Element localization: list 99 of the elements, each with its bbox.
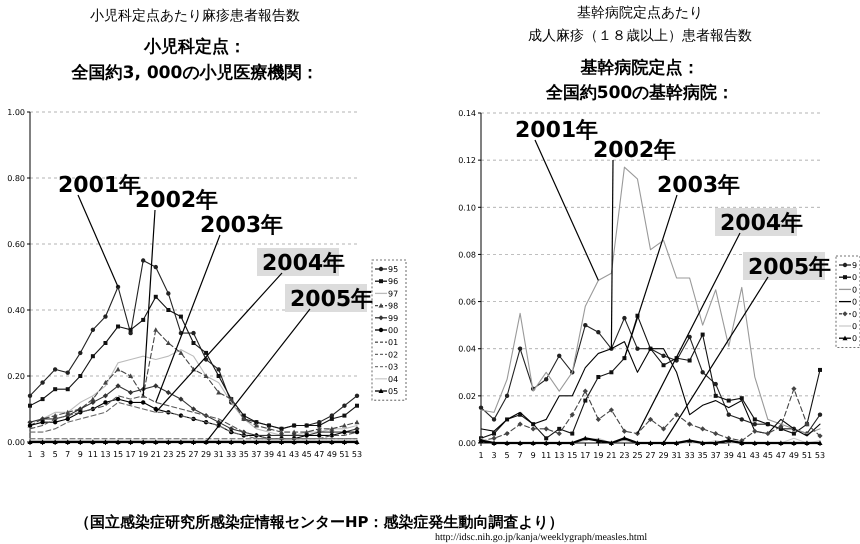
y-tick-label: 0.00 <box>7 438 25 447</box>
x-tick-label: 23 <box>163 450 174 459</box>
x-tick-label: 19 <box>138 450 148 459</box>
y-tick-label: 0.02 <box>458 392 476 401</box>
y-tick-label: 0.80 <box>7 174 25 183</box>
x-tick-label: 39 <box>724 451 734 460</box>
y-tick-label: 0.00 <box>458 439 476 448</box>
text: http://idsc.nih.go.jp/kanja/weeklygraph/measles.html <box>435 532 648 543</box>
annotation: 2002年 <box>593 138 676 163</box>
y-tick-label: 0.04 <box>458 344 476 354</box>
y-tick-label: 0.60 <box>7 240 25 249</box>
legend-label: 95 <box>388 265 398 274</box>
legend-label: 0 <box>852 334 858 344</box>
x-tick-label: 1 <box>27 450 33 459</box>
x-tick-label: 45 <box>302 450 312 459</box>
x-tick-label: 43 <box>289 450 300 459</box>
x-tick-label: 3 <box>491 451 497 460</box>
x-tick-label: 47 <box>314 450 324 459</box>
chart-subtitle: 基幹病院定点：全国約500の基幹病院： <box>544 58 734 103</box>
chart-subtitle: 小児科定点：全国約3, 000の小児医療機関： <box>70 37 318 83</box>
legend-label: 98 <box>388 302 398 311</box>
x-tick-label: 1 <box>478 451 484 460</box>
x-tick-label: 49 <box>788 451 800 460</box>
annotation: 2004年 <box>262 251 346 276</box>
x-tick-label: 51 <box>802 451 812 460</box>
legend-label: 04 <box>388 374 398 384</box>
x-tick-label: 3 <box>40 450 46 459</box>
legend-label: 0 <box>852 322 858 331</box>
legend-label: 9 <box>852 261 858 270</box>
x-tick-label: 41 <box>276 450 287 459</box>
x-tick-label: 17 <box>580 451 590 460</box>
y-tick-label: 0.08 <box>458 250 476 260</box>
legend-label: 0 <box>852 298 858 307</box>
x-tick-label: 15 <box>567 451 578 460</box>
legend-label: 0 <box>852 310 858 319</box>
y-tick-label: 0.20 <box>7 372 25 381</box>
x-tick-label: 29 <box>658 451 669 460</box>
legend-label: 00 <box>388 326 398 335</box>
annotation: 2005年 <box>748 255 832 280</box>
y-tick-label: 1.00 <box>7 108 25 117</box>
x-tick-label: 33 <box>226 450 236 459</box>
x-tick-label: 7 <box>65 450 70 459</box>
legend-label: 02 <box>388 350 398 360</box>
x-tick-label: 13 <box>100 450 111 459</box>
x-tick-label: 23 <box>619 451 630 460</box>
y-tick-label: 0.14 <box>458 109 476 118</box>
annotation: 2003年 <box>200 213 284 238</box>
legend-label: 97 <box>388 289 398 298</box>
x-tick-label: 51 <box>339 450 350 459</box>
x-tick-label: 41 <box>736 451 747 460</box>
x-tick-label: 37 <box>710 451 721 460</box>
y-tick-label: 0.10 <box>458 203 476 212</box>
x-tick-label: 53 <box>814 451 826 460</box>
y-tick-label: 0.06 <box>458 298 476 307</box>
annotation: 2005年 <box>290 287 374 312</box>
legend-label: 0 <box>852 285 858 294</box>
x-tick-label: 9 <box>78 450 83 459</box>
x-tick-label: 15 <box>112 450 124 459</box>
x-tick-label: 39 <box>264 450 274 459</box>
text: （国立感染症研究所感染症情報センターHP：感染症発生動向調査より） <box>75 513 564 531</box>
legend-label: 96 <box>388 277 398 286</box>
x-tick-label: 25 <box>632 451 643 460</box>
x-tick-label: 5 <box>504 451 510 460</box>
x-tick-label: 31 <box>671 451 682 460</box>
y-tick-label: 0.12 <box>458 156 476 166</box>
x-tick-label: 11 <box>88 450 98 459</box>
x-tick-label: 47 <box>776 451 786 460</box>
legend-label: 0 <box>852 273 858 282</box>
legend-label: 03 <box>388 362 398 372</box>
legend-label: 99 <box>388 314 398 323</box>
x-tick-label: 27 <box>188 450 199 459</box>
x-tick-label: 49 <box>326 450 337 459</box>
x-tick-label: 13 <box>554 451 564 460</box>
chart-title: 小児科定点あたり麻疹患者報告数 <box>90 8 300 24</box>
legend-label: 05 <box>388 387 398 396</box>
x-tick-label: 25 <box>176 450 186 459</box>
x-tick-label: 21 <box>606 451 616 460</box>
x-tick-label: 33 <box>684 451 695 460</box>
x-tick-label: 43 <box>750 451 760 460</box>
x-tick-label: 35 <box>238 450 249 459</box>
x-tick-label: 11 <box>541 451 552 460</box>
x-tick-label: 45 <box>762 451 773 460</box>
chart-title: 基幹病院定点あたり成人麻疹（１８歳以上）患者報告数 <box>528 5 752 44</box>
x-tick-label: 37 <box>251 450 262 459</box>
annotation: 2003年 <box>657 173 740 198</box>
x-tick-label: 7 <box>518 451 523 460</box>
x-tick-label: 27 <box>645 451 656 460</box>
legend-label: 01 <box>388 338 398 348</box>
x-tick-label: 17 <box>126 450 136 459</box>
x-tick-label: 29 <box>200 450 212 459</box>
x-tick-label: 9 <box>530 451 536 460</box>
x-tick-label: 5 <box>52 450 58 459</box>
annotation: 2004年 <box>720 211 804 236</box>
x-tick-label: 31 <box>214 450 224 459</box>
x-tick-label: 53 <box>352 450 362 459</box>
x-tick-label: 19 <box>593 451 604 460</box>
y-tick-label: 0.40 <box>7 306 25 315</box>
x-tick-label: 35 <box>698 451 708 460</box>
x-tick-label: 21 <box>150 450 161 459</box>
